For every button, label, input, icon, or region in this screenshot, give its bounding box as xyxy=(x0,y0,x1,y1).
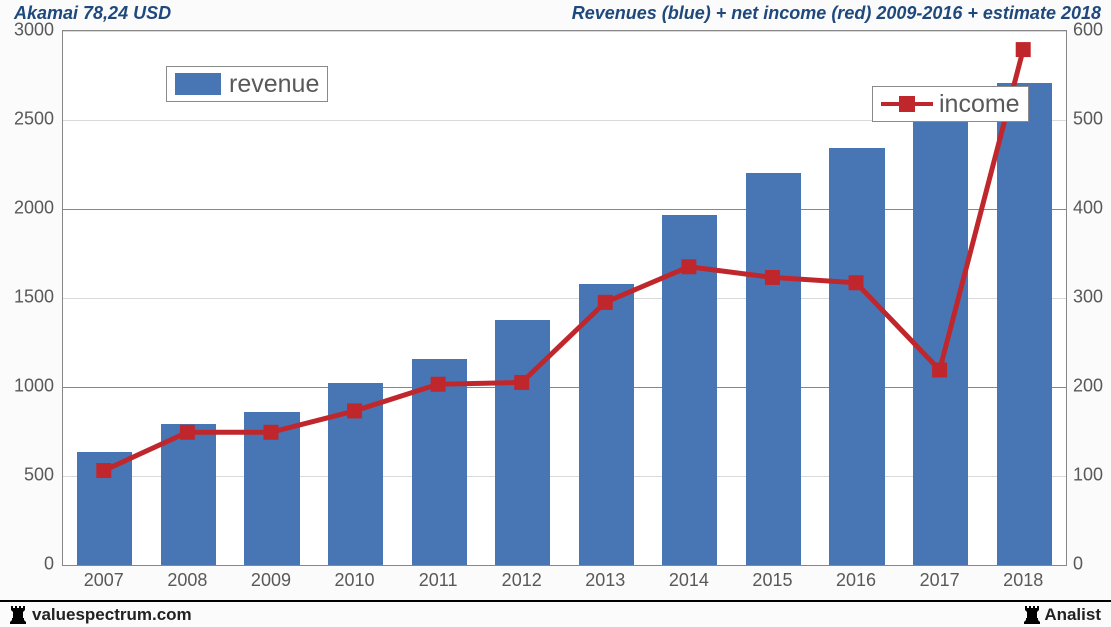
y-right-tick: 200 xyxy=(1073,376,1103,397)
x-tick: 2009 xyxy=(251,570,291,591)
y-left-tick: 3000 xyxy=(0,20,54,41)
x-tick: 2016 xyxy=(836,570,876,591)
x-tick: 2013 xyxy=(585,570,625,591)
x-tick: 2011 xyxy=(419,570,458,591)
bar xyxy=(161,424,216,565)
footer-right-text: Analist xyxy=(1044,605,1101,625)
footer-right: Analist xyxy=(1024,605,1101,625)
rook-icon xyxy=(10,606,26,624)
y-right-tick: 600 xyxy=(1073,20,1103,41)
x-tick: 2007 xyxy=(84,570,124,591)
rook-icon xyxy=(1024,606,1040,624)
y-right-tick: 0 xyxy=(1073,554,1083,575)
x-tick: 2010 xyxy=(335,570,375,591)
bar xyxy=(829,148,884,565)
bar xyxy=(662,215,717,565)
legend-swatch xyxy=(881,102,933,106)
footer: valuespectrum.com Analist xyxy=(0,600,1111,627)
y-left-tick: 2500 xyxy=(0,109,54,130)
x-tick: 2015 xyxy=(752,570,792,591)
y-right-tick: 400 xyxy=(1073,198,1103,219)
y-right-tick: 500 xyxy=(1073,109,1103,130)
y-left-tick: 1500 xyxy=(0,287,54,308)
legend-label: income xyxy=(939,90,1020,119)
x-tick: 2012 xyxy=(502,570,542,591)
x-tick: 2017 xyxy=(920,570,960,591)
x-tick: 2008 xyxy=(167,570,207,591)
y-left-tick: 1000 xyxy=(0,376,54,397)
chart: 0500100015002000250030000100200300400500… xyxy=(0,24,1111,600)
y-left-tick: 2000 xyxy=(0,198,54,219)
bar xyxy=(746,173,801,565)
x-tick: 2014 xyxy=(669,570,709,591)
bar xyxy=(579,284,634,565)
bar xyxy=(244,412,299,565)
x-tick: 2018 xyxy=(1003,570,1043,591)
legend-revenue: revenue xyxy=(166,66,328,102)
y-left-tick: 500 xyxy=(0,465,54,486)
y-right-tick: 100 xyxy=(1073,465,1103,486)
bar xyxy=(913,120,968,565)
y-left-tick: 0 xyxy=(0,554,54,575)
bar xyxy=(412,359,467,565)
y-right-tick: 300 xyxy=(1073,287,1103,308)
bar xyxy=(495,320,550,565)
header-right: Revenues (blue) + net income (red) 2009-… xyxy=(572,3,1101,24)
gridline xyxy=(63,31,1066,32)
bar xyxy=(77,452,132,565)
bar xyxy=(328,383,383,565)
legend-swatch xyxy=(175,73,221,95)
footer-left: valuespectrum.com xyxy=(10,605,192,625)
bar xyxy=(997,83,1052,565)
footer-left-text: valuespectrum.com xyxy=(32,605,192,625)
legend-income: income xyxy=(872,86,1029,122)
legend-label: revenue xyxy=(229,70,319,99)
